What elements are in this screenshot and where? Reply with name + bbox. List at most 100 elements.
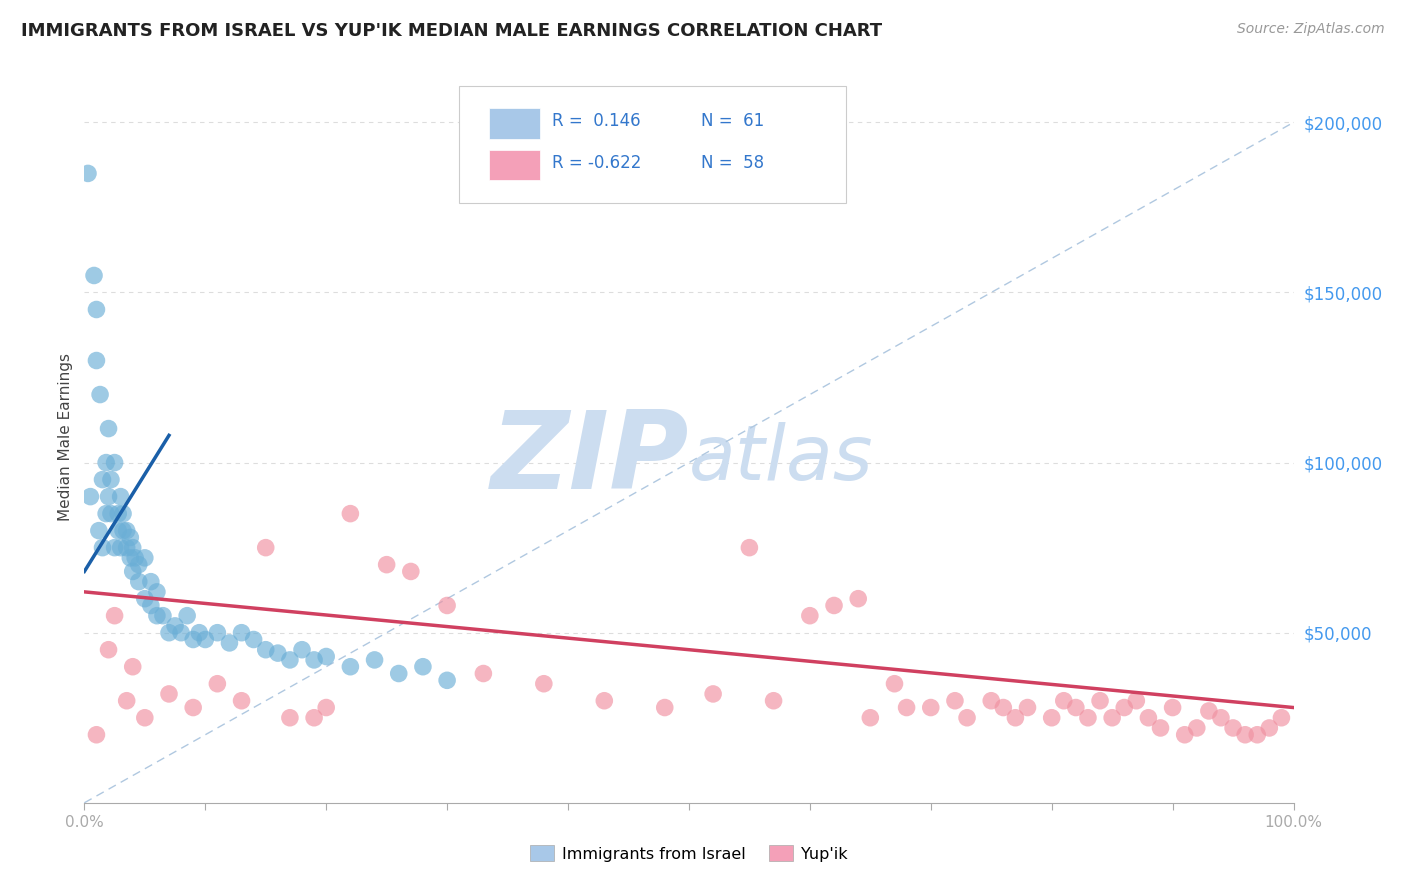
Point (533, 677, 555, 691)
Point (165, 619, 187, 633)
Point (1234, 728, 1257, 742)
Text: atlas: atlas (689, 422, 873, 496)
Point (91, 541, 114, 555)
Point (1137, 711, 1160, 725)
Text: R = -0.622: R = -0.622 (553, 153, 641, 172)
Text: N =  58: N = 58 (702, 153, 763, 172)
Point (115, 541, 138, 555)
Point (1161, 700, 1184, 714)
Point (100, 473, 122, 487)
Point (1258, 721, 1281, 735)
Point (1114, 700, 1136, 714)
Point (1004, 711, 1026, 725)
Point (823, 599, 845, 613)
Point (315, 700, 337, 714)
Point (107, 524, 129, 538)
Point (375, 558, 398, 572)
Point (121, 541, 143, 555)
Point (388, 666, 411, 681)
Point (291, 642, 314, 657)
Point (134, 591, 156, 606)
Point (1017, 700, 1039, 714)
Point (436, 673, 458, 688)
Text: N =  61: N = 61 (702, 112, 765, 130)
FancyBboxPatch shape (460, 86, 846, 203)
Point (89, 387, 111, 401)
Point (883, 677, 905, 691)
Point (188, 625, 211, 640)
Point (1246, 728, 1268, 742)
Point (110, 541, 132, 555)
Point (104, 456, 127, 470)
Point (1222, 721, 1244, 735)
Point (1125, 694, 1147, 708)
Point (176, 608, 198, 623)
Point (267, 646, 290, 660)
Point (278, 711, 301, 725)
Point (97, 490, 120, 504)
Point (112, 507, 135, 521)
Point (94, 456, 117, 470)
Point (1053, 694, 1076, 708)
Point (231, 694, 253, 708)
Point (702, 687, 724, 701)
Point (91, 473, 114, 487)
Point (339, 659, 361, 673)
Point (1101, 711, 1123, 725)
Point (104, 541, 127, 555)
Point (86, 302, 108, 317)
Point (134, 711, 156, 725)
Point (302, 711, 325, 725)
Point (363, 653, 385, 667)
Point (315, 649, 337, 664)
Point (181, 632, 204, 647)
Point (146, 585, 169, 599)
Point (139, 599, 162, 613)
Point (302, 653, 325, 667)
Point (104, 608, 127, 623)
Point (121, 565, 143, 579)
Point (738, 541, 761, 555)
Point (920, 700, 942, 714)
Point (859, 711, 882, 725)
Point (1149, 721, 1171, 735)
Point (207, 625, 229, 640)
Point (157, 687, 180, 701)
Point (231, 625, 253, 640)
Legend: Immigrants from Israel, Yup'ik: Immigrants from Israel, Yup'ik (523, 838, 855, 868)
Point (77, 166, 100, 180)
Point (846, 591, 869, 606)
Y-axis label: Median Male Earnings: Median Male Earnings (58, 353, 73, 521)
Point (97, 642, 120, 657)
Point (1077, 711, 1099, 725)
Point (87, 524, 110, 538)
Point (194, 632, 217, 647)
Point (1174, 728, 1197, 742)
Point (993, 700, 1015, 714)
Point (152, 608, 174, 623)
Point (79, 490, 101, 504)
Point (94, 507, 117, 521)
Point (593, 694, 616, 708)
Point (254, 642, 277, 657)
Point (1064, 700, 1087, 714)
Point (980, 694, 1002, 708)
Point (110, 490, 132, 504)
Point (112, 524, 135, 538)
Point (278, 653, 301, 667)
Point (762, 694, 785, 708)
Bar (489, 108, 540, 138)
Point (242, 632, 264, 647)
Point (1198, 704, 1220, 718)
Bar (489, 150, 540, 180)
Point (86, 353, 108, 368)
Point (83, 268, 105, 283)
Point (121, 659, 143, 673)
Point (146, 608, 169, 623)
Point (1185, 721, 1208, 735)
Point (124, 550, 146, 565)
Point (956, 711, 979, 725)
Point (115, 694, 138, 708)
Point (799, 608, 821, 623)
Point (97, 421, 120, 435)
